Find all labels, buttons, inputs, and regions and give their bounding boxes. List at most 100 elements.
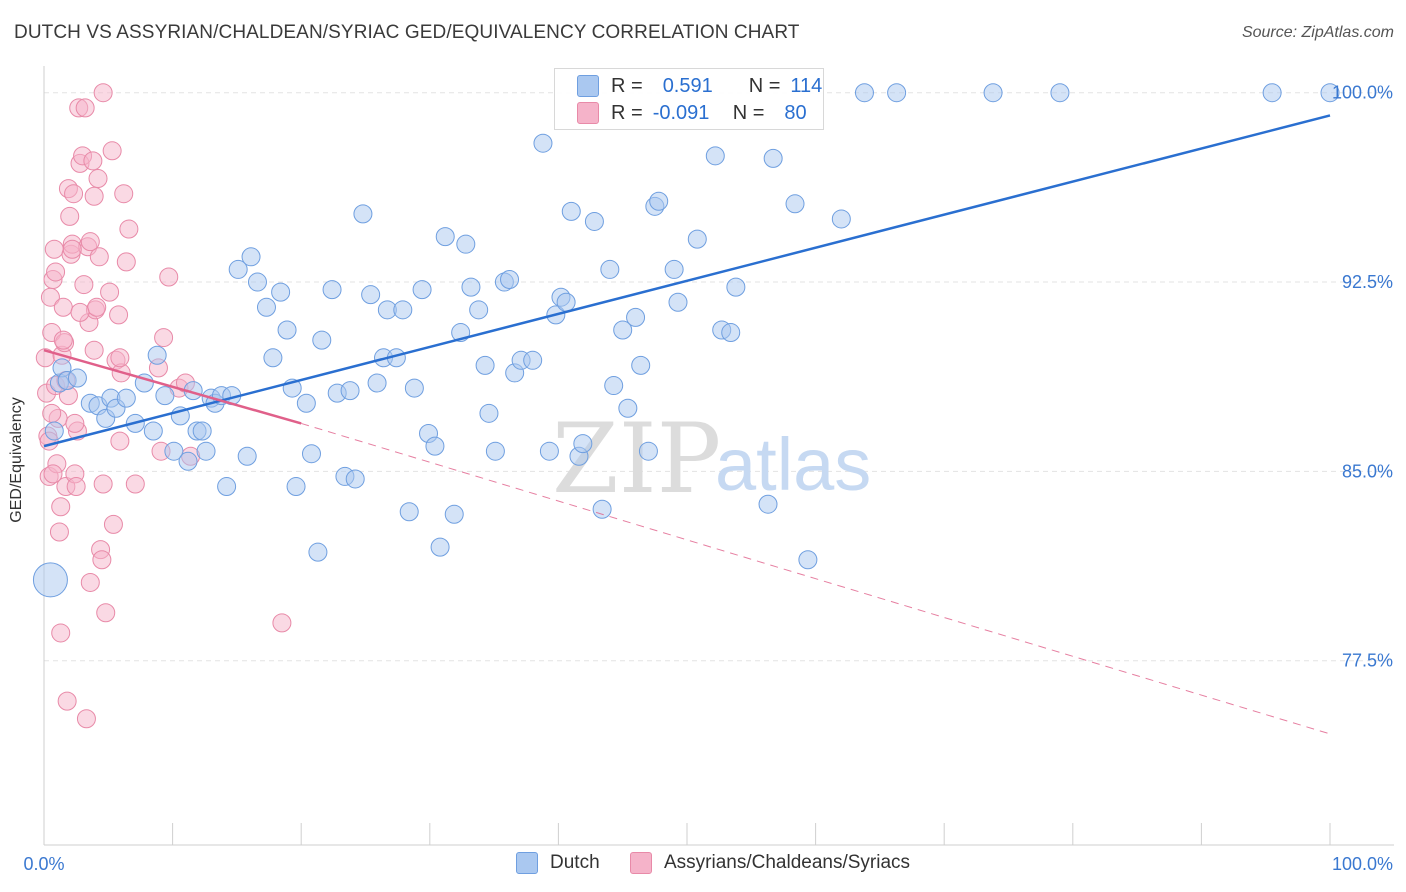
x-tick-label: 0.0% [23,854,64,874]
assyrian-point [64,184,84,204]
legend-label-dutch: Dutch [550,852,600,873]
assyrian-point [76,709,96,729]
assyrian-point [154,328,174,348]
dutch-point [147,345,167,365]
dutch-point [296,393,316,413]
assyrian-point [83,151,103,171]
watermark-atlas: atlas [715,423,871,506]
dutch-point [1320,83,1340,103]
dutch-point [256,297,276,317]
x-tick-label: 100.0% [1332,854,1393,874]
assyrian-point [51,623,71,643]
chart-title: DUTCH VS ASSYRIAN/CHALDEAN/SYRIAC GED/EQ… [14,22,800,43]
dutch-legend-swatch [516,852,538,874]
dutch-point [523,350,543,370]
dutch-point [556,292,576,312]
axes [43,66,1394,846]
assyrian-point [103,514,123,534]
dutch-point [361,285,381,305]
assyrian-point [87,297,107,317]
legend-item-dutch[interactable]: Dutch [516,852,600,874]
assyrian-point [110,431,130,451]
assyrian-point [92,550,112,570]
assyrian-point [51,497,71,517]
gridlines [44,92,1394,662]
dutch-trend-line [43,114,1331,448]
dutch-point [44,421,64,441]
legend-n-value: 80 [784,101,807,124]
assyrian-point [110,348,130,368]
dutch-point [887,83,907,103]
dutch-point [399,502,419,522]
assyrian-point [109,305,129,325]
dutch-point [286,477,306,497]
dutch-point [721,323,741,343]
dutch-point [116,388,136,408]
dutch-point [271,282,291,302]
legend-item-assyrian[interactable]: Assyrians/Chaldeans/Syriacs [630,852,910,874]
assyrian-point [60,206,80,226]
dutch-point [241,247,261,267]
assyrian-point [116,252,136,272]
dutch-point [367,373,387,393]
watermark: ZIP atlas [552,403,871,515]
assyrian-point [80,572,100,592]
dutch-point [444,504,464,524]
dutch-point [143,421,163,441]
assyrian-point [84,186,104,206]
assyrian-point [53,297,73,317]
dutch-point [155,386,175,406]
dutch-point [561,201,581,221]
series-legend: Dutch Assyrians/Chaldeans/Syriacs [0,852,1406,878]
dutch-point [485,441,505,461]
dutch-point [705,146,725,166]
dutch-point [277,320,297,340]
dutch-points [32,83,1340,598]
dutch-point [475,355,495,375]
dutch-point [461,277,481,297]
y-axis-label: GED/Equivalency [8,397,25,523]
assyrian-point [53,330,73,350]
assyrian-trend-extension [301,422,1331,735]
assyrian-point [159,267,179,287]
dutch-point [500,270,520,290]
dutch-point [196,441,216,461]
assyrian-point [125,474,145,494]
assyrian-point [42,403,62,423]
assyrian-point [74,275,94,295]
dutch-point [345,469,365,489]
tick-labels: 77.5% 85.0% 92.5% 100.0% 0.0% 100.0% [23,83,1393,874]
legend-r-value: 0.591 [662,74,713,97]
trend-lines [43,114,1331,735]
dutch-point [758,494,778,514]
assyrian-point [93,83,113,103]
dutch-point [726,277,746,297]
dutch-point [237,446,257,466]
dutch-point [430,537,450,557]
dutch-point [539,441,559,461]
dutch-point [763,148,783,168]
dutch-point [312,330,332,350]
assyrian-point [43,464,63,484]
correlation-legend: R = 0.591 N = 114 R = -0.091 N = 80 [554,68,824,130]
assyrian-trend-line [43,349,302,425]
assyrian-point [62,239,82,259]
assyrian-swatch [577,102,599,124]
dutch-point [479,403,499,423]
dutch-point [353,204,373,224]
dutch-point [798,550,818,570]
assyrian-point [49,522,69,542]
dutch-swatch [577,75,599,97]
legend-r-label: R = [611,101,643,124]
y-tick-label: 92.5% [1342,272,1393,292]
assyrian-points [35,83,292,729]
dutch-point [435,227,455,247]
dutch-point [533,133,553,153]
assyrian-point [44,239,64,259]
dutch-point [308,542,328,562]
assyrian-point [66,477,86,497]
dutch-point [785,194,805,214]
dutch-point [425,436,445,456]
y-tick-label: 100.0% [1332,83,1393,103]
dutch-point [604,376,624,396]
